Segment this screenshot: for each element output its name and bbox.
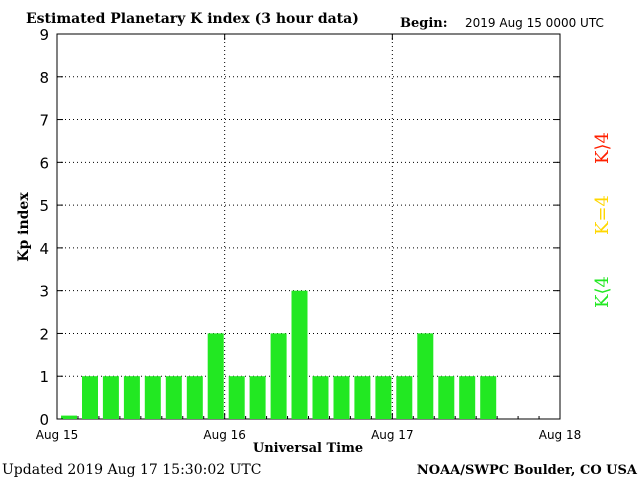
plot-area [56, 33, 561, 420]
kp-bar [375, 376, 392, 419]
legend-mid: K=4 [592, 195, 613, 235]
updated-timestamp: Updated 2019 Aug 17 15:30:02 UTC [2, 462, 261, 478]
x-axis-ticks: Aug 15 Aug 16 Aug 17 Aug 18 [36, 34, 582, 442]
y-tick-label: 6 [39, 154, 49, 172]
x-tick-label: Aug 18 [539, 428, 582, 442]
kp-bar [459, 376, 476, 419]
kp-bar [186, 376, 203, 419]
y-tick-label: 8 [39, 69, 49, 87]
kp-bar [207, 333, 224, 419]
kp-bar [438, 376, 455, 419]
y-tick-label: 2 [39, 325, 49, 343]
x-tick-label: Aug 17 [371, 428, 414, 442]
y-axis-label: Kp index [16, 192, 32, 262]
kp-bar [480, 376, 497, 419]
kp-bar [249, 376, 266, 419]
x-tick-label: Aug 16 [203, 428, 246, 442]
grid-lines [57, 34, 560, 419]
kp-bar [102, 376, 119, 419]
begin-value: 2019 Aug 15 0000 UTC [465, 16, 604, 30]
y-tick-label: 7 [39, 112, 49, 130]
y-tick-label: 0 [39, 411, 49, 429]
source-credit: NOAA/SWPC Boulder, CO USA [417, 463, 638, 478]
kp-bar [228, 376, 245, 419]
legend-low: K⟨4 [592, 276, 613, 308]
y-tick-label: 4 [39, 240, 49, 258]
begin-label: Begin: [400, 16, 448, 31]
kp-bar [396, 376, 413, 419]
kp-bar [165, 376, 182, 419]
kp-bar [270, 333, 287, 419]
y-tick-label: 5 [39, 197, 49, 215]
kp-bar [144, 376, 161, 419]
kp-bar [333, 376, 350, 419]
kp-bar [312, 376, 329, 419]
chart-title: Estimated Planetary K index (3 hour data… [26, 11, 359, 27]
legend-high: K⟩4 [592, 132, 613, 164]
kp-bar [291, 290, 308, 419]
bars [61, 290, 497, 419]
y-tick-label: 1 [39, 368, 49, 386]
kp-bar [82, 376, 98, 419]
x-tick-label: Aug 15 [36, 428, 79, 442]
y-tick-label: 3 [39, 283, 49, 301]
x-axis-label: Universal Time [253, 441, 363, 456]
y-axis-ticks: 0 1 2 3 4 5 6 7 8 9 [39, 26, 560, 429]
kp-bar [417, 333, 434, 419]
kp-bar [354, 376, 371, 419]
y-tick-label: 9 [39, 26, 49, 44]
kp-bar [123, 376, 140, 419]
kp-bar [61, 415, 77, 419]
